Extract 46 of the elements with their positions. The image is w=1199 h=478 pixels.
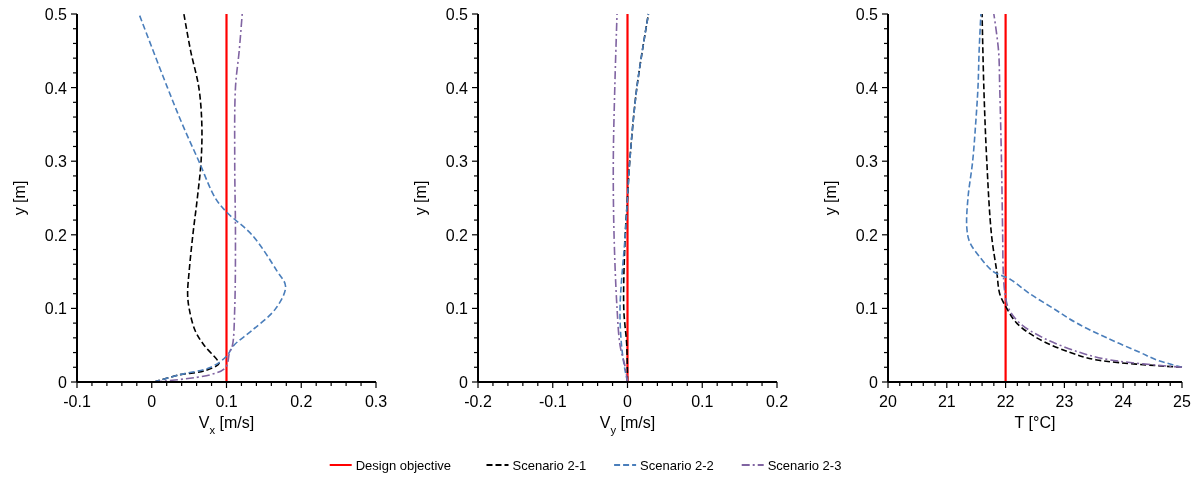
- y-tick-label: 0.2: [445, 226, 469, 244]
- y-tick-label: 0.5: [855, 6, 879, 23]
- y-tick-label: 0.2: [44, 226, 68, 244]
- x-tick-label: -0.2: [464, 393, 492, 410]
- y-tick-label: 0.5: [445, 6, 469, 23]
- x-axis-title: T [°C]: [1014, 414, 1056, 431]
- x-tick-label: -0.1: [538, 393, 567, 410]
- y-tick-label: 0.3: [445, 153, 469, 171]
- y-tick-label: 0.1: [44, 300, 68, 318]
- legend-label: Design objective: [355, 458, 452, 473]
- line-series: [138, 13, 287, 383]
- y-tick-label: 0.1: [855, 300, 879, 318]
- y-tick-label: 0.3: [855, 153, 879, 171]
- x-tick-label: 20: [879, 393, 897, 410]
- x-tick-label: 21: [937, 393, 956, 410]
- x-tick-label: 22: [996, 393, 1015, 410]
- legend-label: Scenario 2-1: [512, 458, 587, 473]
- x-tick-label: 0.3: [364, 393, 388, 410]
- x-tick-label: 25: [1173, 393, 1191, 410]
- legend-label: Scenario 2-3: [767, 458, 842, 473]
- y-axis-title: y [m]: [412, 180, 429, 216]
- x-tick-label: 0.1: [215, 393, 238, 410]
- y-tick-label: 0.5: [44, 6, 68, 23]
- line-series: [612, 13, 629, 383]
- y-tick-label: 0.4: [855, 79, 879, 97]
- x-tick-label: 23: [1055, 393, 1074, 410]
- y-tick-label: 0: [58, 374, 68, 391]
- y-tick-label: 0: [869, 374, 879, 391]
- y-tick-label: 0.4: [445, 79, 469, 97]
- y-axis-title: y [m]: [822, 180, 839, 216]
- y-tick-label: 0.1: [445, 300, 469, 318]
- x-tick-label: 0.1: [691, 393, 714, 410]
- y-tick-label: 0: [459, 374, 469, 391]
- y-tick-label: 0.4: [44, 79, 68, 97]
- x-axis-title: V$_{y}$ [m/s]: [599, 414, 656, 436]
- legend-label: Scenario 2-2: [640, 458, 714, 473]
- x-axis-title: V$_{x}$ [m/s]: [198, 414, 255, 436]
- x-tick-label: 0.2: [765, 393, 789, 410]
- x-tick-label: 0: [623, 393, 633, 410]
- x-tick-label: -0.1: [63, 393, 91, 410]
- y-tick-label: 0.2: [855, 226, 879, 244]
- y-tick-label: 0.3: [44, 153, 68, 171]
- x-tick-label: 0: [147, 393, 157, 410]
- x-tick-label: 0.2: [290, 393, 313, 410]
- x-tick-label: 24: [1114, 393, 1133, 410]
- y-axis-title: y [m]: [11, 180, 28, 216]
